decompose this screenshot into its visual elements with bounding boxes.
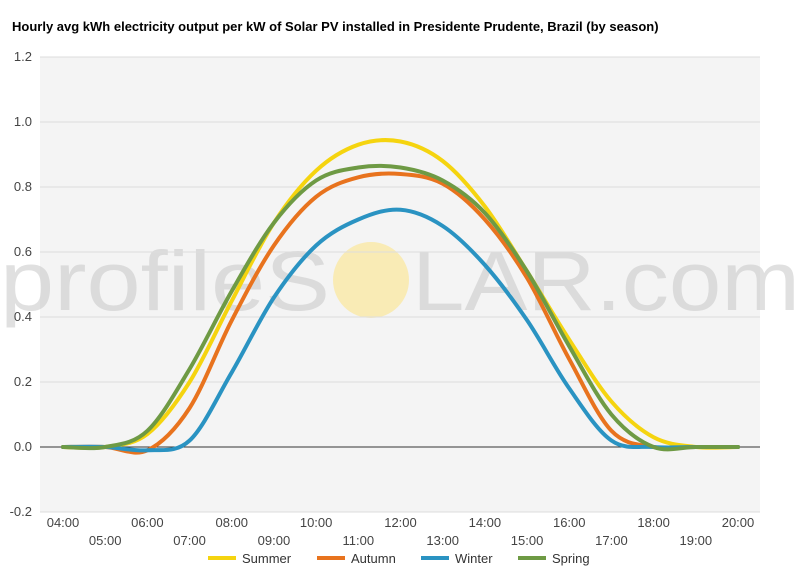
x-tick-label: 11:00 (343, 533, 375, 548)
series-line-winter (61, 207, 740, 453)
series-line-spring (61, 163, 740, 452)
series-line-autumn (61, 171, 740, 455)
x-tick-label: 18:00 (637, 515, 670, 530)
series-lines (61, 138, 740, 455)
y-tick-label: 0.2 (14, 374, 32, 389)
x-tick-label: 09:00 (258, 533, 291, 548)
legend-item-autumn: Autumn (317, 551, 396, 566)
x-tick-label: 07:00 (173, 533, 206, 548)
legend: Summer Autumn Winter Spring (208, 551, 590, 566)
legend-item-winter: Winter (421, 551, 493, 566)
y-tick-label: 0.6 (14, 244, 32, 259)
legend-label: Autumn (351, 551, 396, 566)
legend-item-summer: Summer (208, 551, 292, 566)
gridlines (40, 56, 760, 513)
watermark-text-left: profileS (0, 234, 330, 328)
y-tick-label: 1.2 (14, 49, 32, 64)
watermark: profileS LAR.com (0, 234, 800, 328)
y-tick-label: 0.0 (14, 439, 32, 454)
y-tick-label: 1.0 (14, 114, 32, 129)
legend-label: Winter (455, 551, 493, 566)
x-tick-label: 17:00 (595, 533, 628, 548)
x-tick-label: 16:00 (553, 515, 586, 530)
x-tick-label: 06:00 (131, 515, 164, 530)
x-tick-label: 20:00 (722, 515, 755, 530)
x-tick-label: 08:00 (215, 515, 248, 530)
x-tick-label: 19:00 (680, 533, 713, 548)
series-line-summer (61, 138, 740, 450)
x-tick-label: 12:00 (384, 515, 417, 530)
axis-labels: -0.2 0.0 0.2 0.4 0.6 0.8 1.0 1.2 04:00 05:00 06:00… (10, 49, 755, 548)
x-tick-label: 13:00 (426, 533, 459, 548)
x-tick-label: 05:00 (89, 533, 122, 548)
legend-item-spring: Spring (518, 551, 590, 566)
legend-label: Summer (242, 551, 292, 566)
watermark-text-right: LAR.com (412, 234, 800, 328)
legend-label: Spring (552, 551, 590, 566)
y-tick-label: 0.4 (14, 309, 32, 324)
x-tick-label: 15:00 (511, 533, 544, 548)
x-tick-label: 14:00 (469, 515, 502, 530)
chart-title: Hourly avg kWh electricity output per kW… (12, 19, 659, 34)
y-tick-label: 0.8 (14, 179, 32, 194)
x-tick-label: 04:00 (47, 515, 80, 530)
y-tick-label: -0.2 (10, 504, 32, 519)
watermark-sun-icon (333, 242, 409, 318)
x-tick-label: 10:00 (300, 515, 333, 530)
